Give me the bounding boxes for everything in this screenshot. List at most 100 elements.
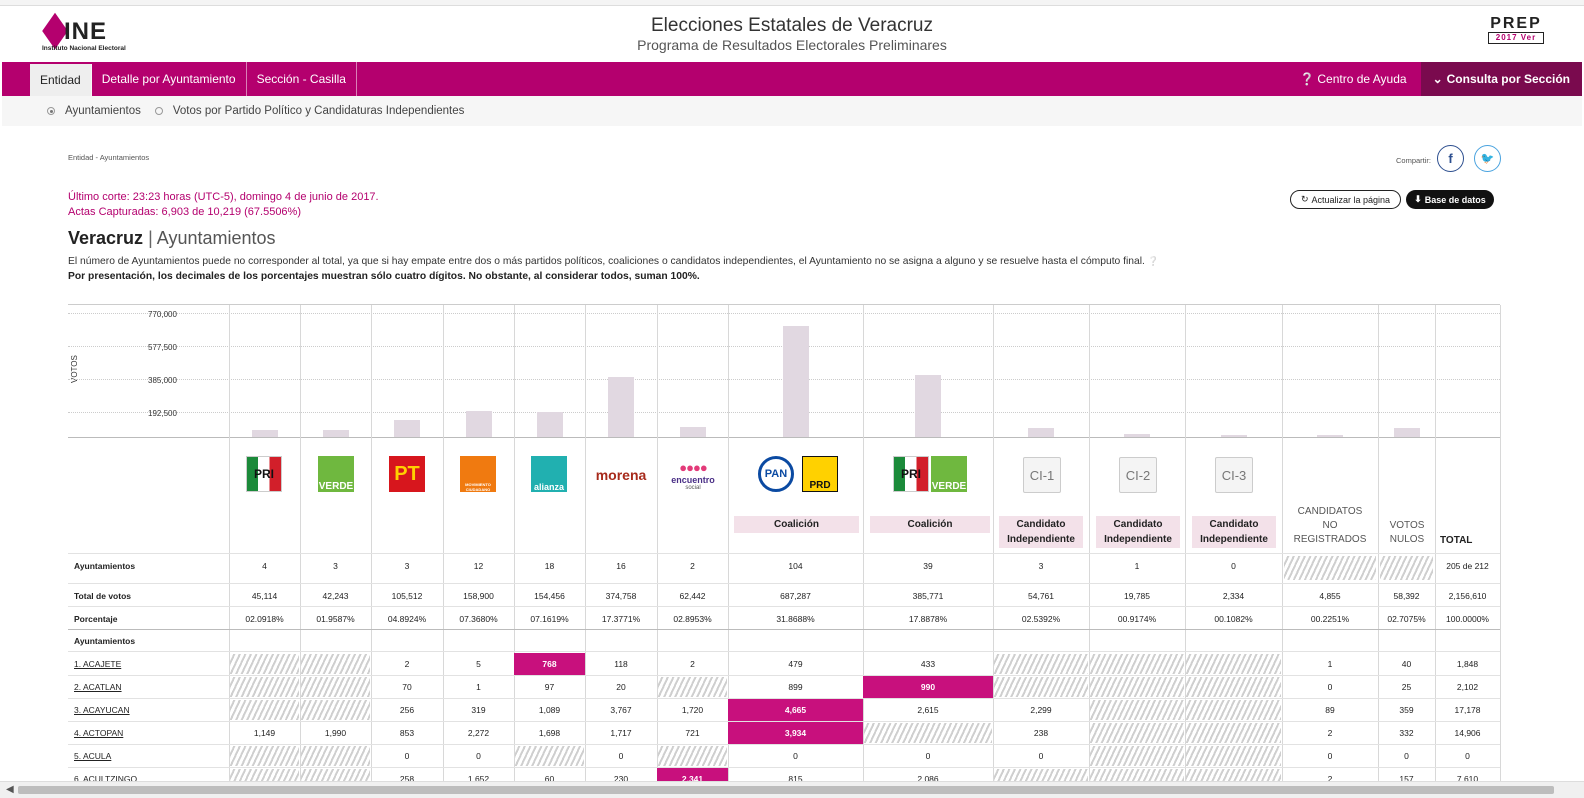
summary-cell: 00.2251% — [1310, 614, 1350, 624]
not-applicable-cell — [1090, 700, 1184, 720]
municipio-cell: 1,652 — [467, 774, 490, 784]
not-applicable-cell — [230, 677, 299, 697]
column-divider — [1500, 305, 1501, 784]
row-separator — [68, 651, 1500, 652]
tab-entidad[interactable]: Entidad — [30, 64, 92, 96]
not-applicable-cell — [301, 700, 370, 720]
municipio-cell: 118 — [614, 659, 628, 669]
prep-logo-year: 2017 Ver — [1488, 32, 1544, 44]
tab-seccion-casilla[interactable]: Sección - Casilla — [247, 62, 357, 96]
column-divider — [443, 305, 444, 784]
municipio-cell: 25 — [1401, 682, 1412, 692]
twitter-share-button[interactable]: 🐦 — [1474, 145, 1501, 172]
municipio-link[interactable]: 6. ACULTZINGO — [74, 774, 138, 784]
help-center-label: Centro de Ayuda — [1317, 72, 1407, 86]
option-ayuntamientos[interactable]: Ayuntamientos — [47, 105, 141, 117]
ci-1-label: Candidato Independiente — [999, 516, 1083, 548]
summary-cell: 4 — [262, 561, 267, 571]
detail-header: Ayuntamientos — [74, 636, 136, 646]
municipio-cell: 0 — [1327, 682, 1333, 692]
municipio-cell: 1,717 — [610, 728, 632, 738]
help-center-link[interactable]: ❔ Centro de Ayuda — [1285, 62, 1420, 96]
municipio-cell: 230 — [613, 774, 629, 784]
note-empate: El número de Ayuntamientos puede no corr… — [68, 256, 1159, 267]
row-separator — [68, 767, 1500, 768]
summary-cell: 158,900 — [463, 591, 494, 601]
municipio-cell: 0 — [404, 751, 410, 761]
prep-logo[interactable]: PREP 2017 Ver — [1488, 16, 1544, 44]
summary-cell: 62,442 — [679, 591, 706, 601]
municipio-cell: 70 — [402, 682, 412, 692]
municipio-cell: 17,178 — [1454, 705, 1481, 715]
summary-cell: 2 — [690, 561, 695, 571]
page-title: Elecciones Estatales de Veracruz — [651, 15, 933, 36]
summary-cell: 02.5392% — [1021, 614, 1061, 624]
municipio-cell: 20 — [616, 682, 626, 692]
column-divider — [585, 305, 586, 784]
results-table: VOTOS PRI VERDE PT MOVIMIENTO CIUDADANO … — [68, 304, 1501, 791]
municipio-link[interactable]: 1. ACAJETE — [74, 659, 122, 669]
not-applicable-cell — [1186, 700, 1281, 720]
column-divider — [514, 305, 515, 784]
radio-icon — [154, 107, 163, 115]
encuentro-dots-icon: ●●●● — [679, 459, 707, 475]
refresh-page-button[interactable]: ↻ Actualizar la página — [1290, 190, 1401, 209]
summary-cell: 205 de 212 — [1446, 561, 1489, 571]
horizontal-scrollbar[interactable]: ◀ — [0, 781, 1584, 798]
consulta-seccion-button[interactable]: ⌄ Consulta por Sección — [1420, 62, 1582, 96]
municipio-cell: 1,089 — [538, 705, 561, 715]
scroll-left-icon[interactable]: ◀ — [6, 784, 14, 795]
municipio-cell: 1,149 — [253, 728, 276, 738]
radio-selected-icon — [47, 107, 55, 115]
summary-cell: 12 — [473, 561, 484, 571]
municipio-cell: 2 — [404, 659, 410, 669]
municipio-cell: 2 — [1327, 728, 1333, 738]
municipio-cell: 815 — [788, 774, 803, 784]
municipio-link[interactable]: 4. ACTOPAN — [74, 728, 124, 738]
tab-detalle-ayuntamiento[interactable]: Detalle por Ayuntamiento — [92, 62, 247, 96]
pri-logo: PRI — [246, 456, 282, 492]
municipio-cell: 433 — [920, 659, 936, 669]
column-divider — [229, 305, 230, 784]
column-divider — [993, 305, 994, 784]
municipio-cell: 2,299 — [1030, 705, 1052, 715]
total-label: TOTAL — [1440, 535, 1473, 546]
not-applicable-cell — [1186, 746, 1281, 766]
database-download-button[interactable]: ⬇ Base de datos — [1406, 190, 1494, 209]
page-subtitle: Programa de Resultados Electorales Preli… — [637, 37, 947, 53]
option-votos-partido[interactable]: Votos por Partido Político y Candidatura… — [154, 105, 464, 117]
summary-cell: 00.9174% — [1117, 614, 1157, 624]
share-label: Compartir: — [1396, 156, 1432, 165]
option-ayuntamientos-label: Ayuntamientos — [65, 105, 141, 117]
question-circle-icon[interactable]: ❔ — [1147, 256, 1159, 266]
chart-y-tick: 385,000 — [148, 376, 177, 385]
not-applicable-cell — [1186, 677, 1281, 697]
summary-cell: 374,758 — [605, 591, 637, 601]
corte-line: Último corte: 23:23 horas (UTC-5), domin… — [68, 191, 379, 203]
municipio-cell: 14,906 — [1454, 728, 1481, 738]
question-circle-icon: ❔ — [1299, 72, 1315, 86]
municipio-link[interactable]: 3. ACAYUCAN — [74, 705, 130, 715]
not-applicable-cell — [1380, 556, 1433, 580]
winner-cell: 3,934 — [728, 722, 863, 744]
municipio-cell: 1 — [476, 682, 481, 692]
summary-cell: 58,392 — [1393, 591, 1420, 601]
municipio-link[interactable]: 2. ACATLAN — [74, 682, 122, 692]
coalicion-pri-verde-label: Coalición — [870, 516, 990, 533]
chart-y-tick: 577,500 — [148, 343, 177, 352]
scrollbar-thumb[interactable] — [18, 786, 1554, 794]
ine-logo[interactable]: INE Instituto Nacional Electoral — [40, 12, 140, 56]
municipio-cell: 40 — [1401, 659, 1412, 669]
summary-cell: 3 — [1038, 561, 1044, 571]
facebook-share-button[interactable]: f — [1437, 145, 1464, 172]
summary-cell: 01.9587% — [316, 614, 355, 624]
municipio-cell: 1,698 — [538, 728, 561, 738]
not-applicable-cell — [515, 746, 584, 766]
chart-bar-morena — [608, 376, 634, 437]
municipio-cell: 899 — [788, 682, 803, 692]
column-divider — [863, 305, 864, 784]
municipio-link[interactable]: 5. ACULA — [74, 751, 112, 761]
summary-cell: 1 — [1134, 561, 1140, 571]
encuentro-social-logo: ●●●● encuentro social — [665, 455, 721, 495]
refresh-page-label: Actualizar la página — [1311, 194, 1391, 205]
